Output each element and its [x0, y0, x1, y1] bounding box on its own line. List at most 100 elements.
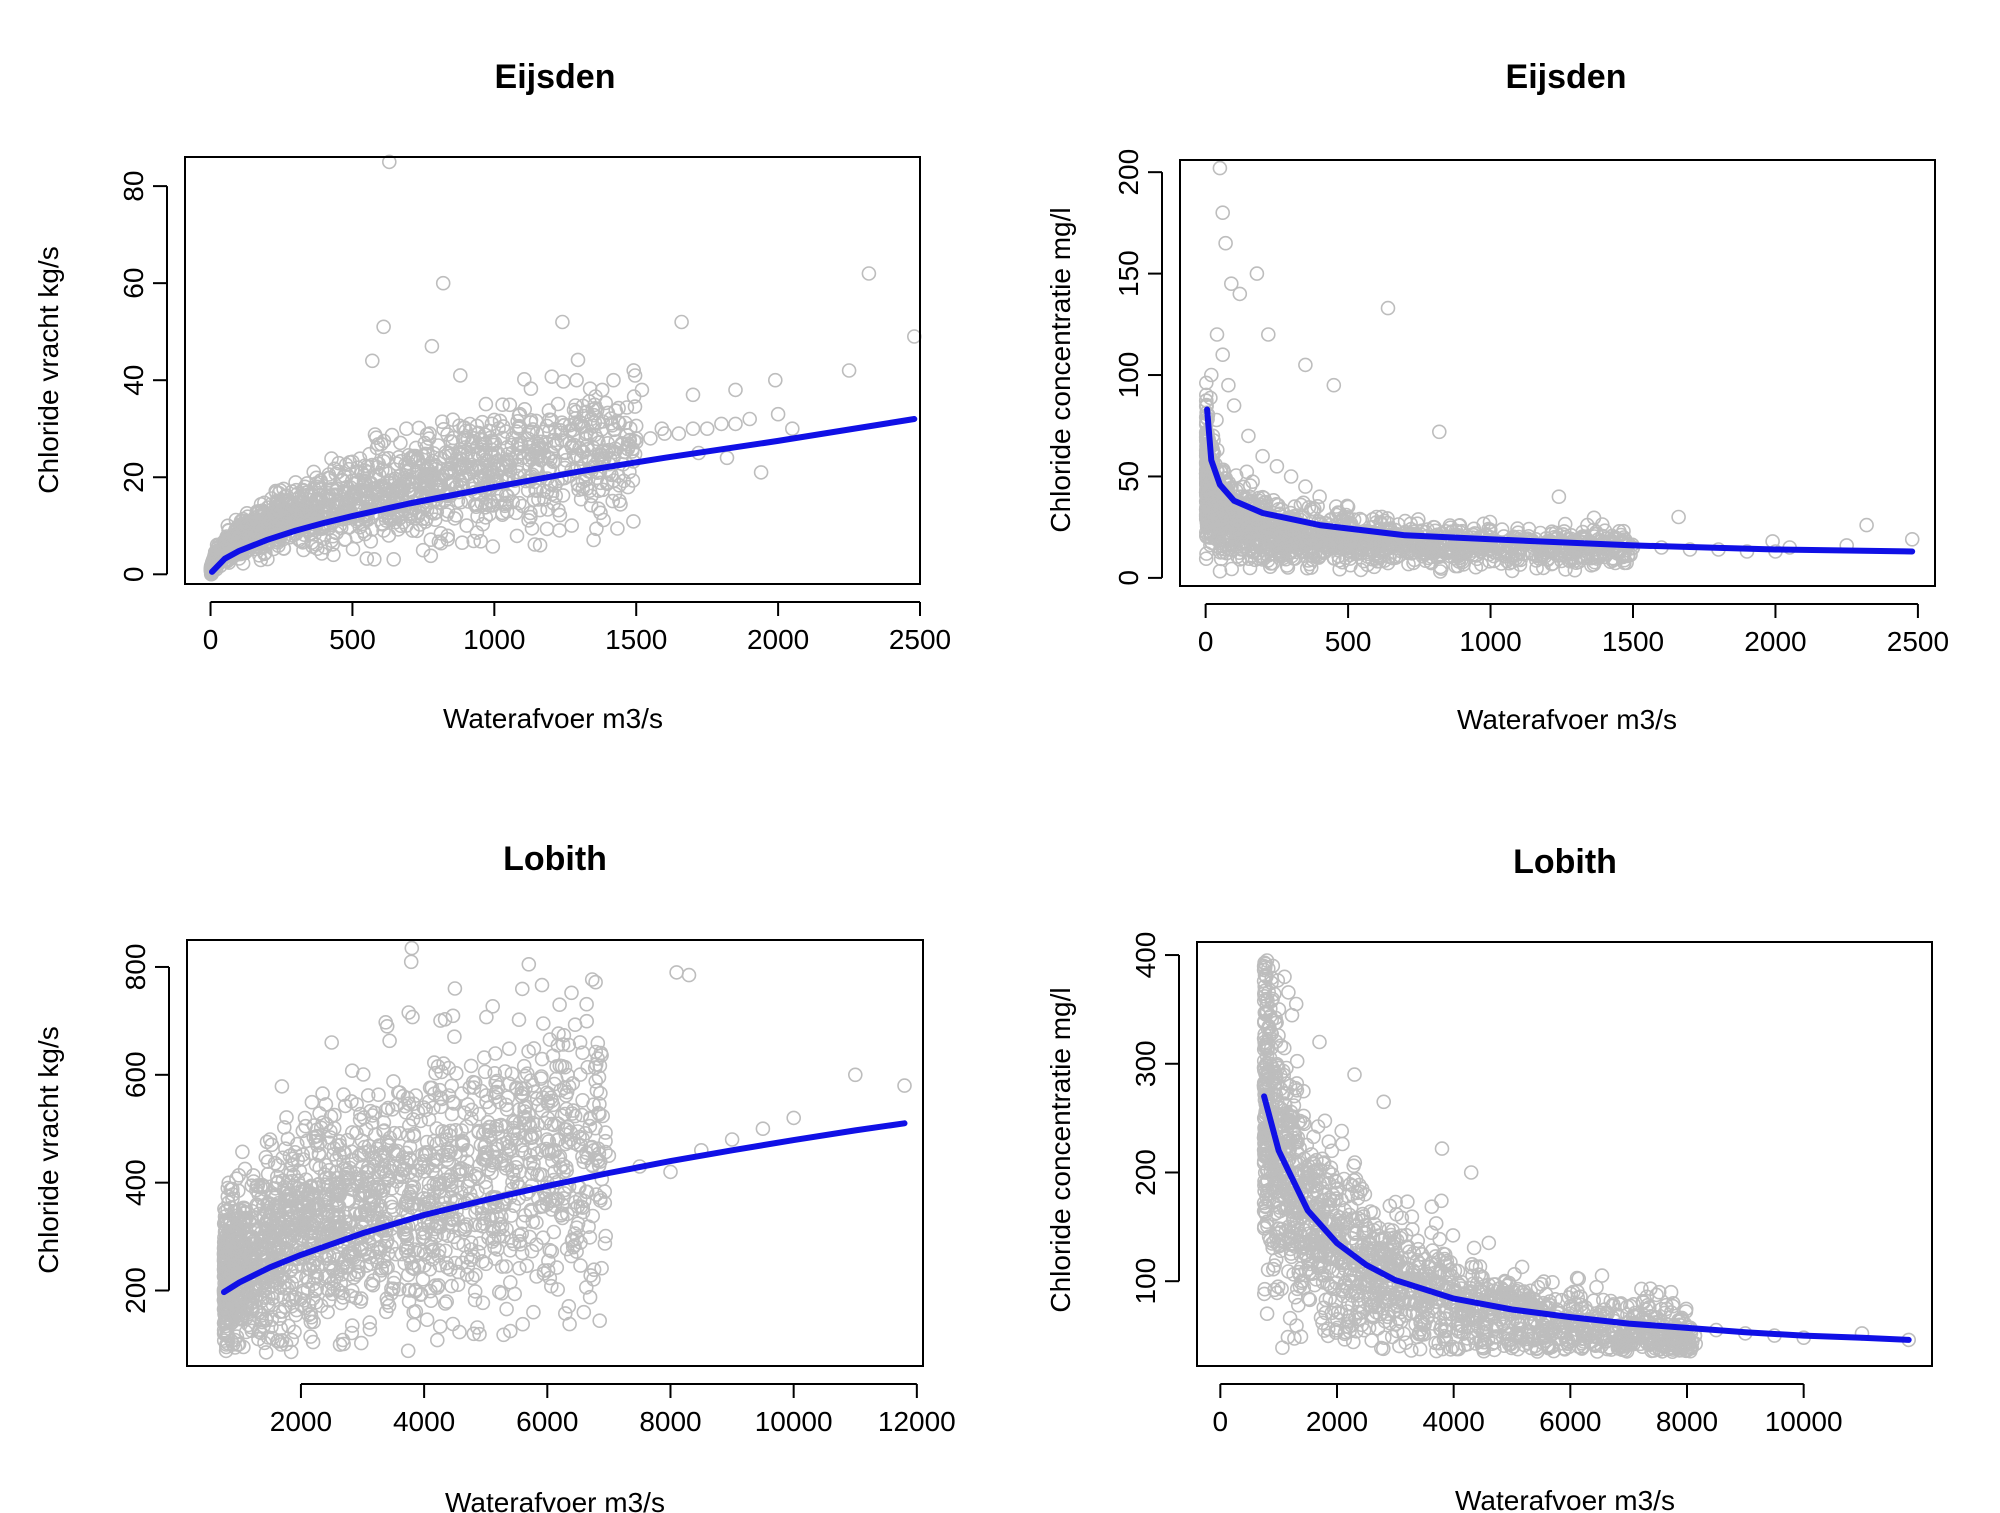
- scatter-point: [1303, 560, 1319, 575]
- scatter-point: [595, 443, 611, 458]
- scatter-point: [421, 431, 437, 446]
- scatter-point: [434, 414, 450, 430]
- scatter-point: [317, 539, 333, 555]
- scatter-point: [1349, 536, 1364, 552]
- scatter-point: [539, 521, 555, 537]
- scatter-point: [445, 1008, 461, 1024]
- scatter-point: [430, 438, 446, 453]
- scatter-point: [521, 513, 536, 528]
- scatter-point: [1251, 493, 1267, 509]
- scatter-point: [573, 451, 589, 467]
- scatter-point: [1198, 551, 1214, 567]
- scatter-point: [344, 488, 359, 504]
- scatter-point: [223, 531, 238, 547]
- scatter-point: [685, 387, 701, 403]
- scatter-point: [1423, 554, 1438, 570]
- scatter-point: [557, 445, 573, 461]
- scatter-point: [1373, 538, 1388, 553]
- scatter-point: [770, 406, 786, 422]
- scatter-point: [1437, 545, 1453, 561]
- scatter-point: [586, 440, 601, 456]
- scatter-point: [627, 368, 643, 383]
- scatter-point: [605, 493, 621, 509]
- scatter-point: [478, 445, 493, 461]
- scatter-point: [575, 481, 591, 497]
- scatter-point: [415, 542, 431, 558]
- scatter-point: [906, 329, 922, 344]
- scatter-point: [600, 435, 616, 451]
- scatter-point: [1328, 499, 1344, 514]
- scatter-point: [419, 502, 435, 518]
- scatter-point: [728, 416, 743, 432]
- scatter-point: [393, 435, 408, 451]
- x-tick-label: 2500: [1887, 626, 1949, 657]
- scatter-point: [304, 1094, 320, 1110]
- scatter-point: [452, 368, 468, 383]
- scatter-point: [1203, 390, 1218, 406]
- scatter-point: [1224, 561, 1239, 577]
- scatter-point: [1273, 526, 1288, 542]
- scatter-point: [357, 474, 372, 490]
- scatter-point: [389, 456, 405, 472]
- scatter-point: [498, 487, 514, 503]
- scatter-point: [552, 523, 567, 538]
- scatter-point: [526, 1304, 541, 1320]
- scatter-point: [353, 1335, 369, 1351]
- scatter-point: [469, 418, 485, 434]
- x-tick-label: 2500: [889, 624, 951, 655]
- scatter-point: [448, 1066, 464, 1081]
- scatter-point: [534, 1051, 550, 1067]
- scatter-point: [279, 497, 294, 513]
- scatter-point: [376, 523, 391, 538]
- scatter-point: [1265, 555, 1281, 571]
- scatter-point: [1287, 551, 1303, 566]
- scatter-point: [611, 400, 626, 416]
- scatter-point: [447, 1029, 462, 1044]
- scatter-point: [486, 449, 502, 465]
- scatter-point: [473, 533, 489, 549]
- x-tick-label: 1500: [1602, 626, 1664, 657]
- scatter-point: [349, 528, 365, 544]
- scatter-point: [1247, 552, 1263, 568]
- scatter-point: [467, 497, 483, 513]
- scatter-point: [411, 420, 427, 436]
- scatter-point: [1452, 517, 1468, 533]
- scatter-point: [432, 1319, 448, 1334]
- y-axis-label: Chloride concentratie mg/l: [1045, 207, 1076, 532]
- scatter-point: [1448, 558, 1463, 574]
- scatter-point: [352, 451, 368, 467]
- y-tick-label: 80: [118, 171, 149, 202]
- scatter-point: [657, 426, 672, 441]
- scatter-point: [1207, 495, 1223, 511]
- scatter-point: [363, 533, 379, 549]
- scatter-point: [586, 1272, 601, 1287]
- scatter-point: [534, 977, 550, 993]
- scatter-point: [485, 539, 501, 554]
- scatter-point: [364, 353, 380, 369]
- scatter-point: [495, 397, 510, 413]
- scatter-point: [1212, 160, 1228, 176]
- y-tick-label: 60: [118, 268, 149, 299]
- scatter-points: [203, 154, 922, 582]
- scatter-point: [861, 266, 877, 281]
- scatter-point: [608, 403, 624, 419]
- scatter-point: [366, 551, 382, 567]
- scatter-point: [476, 1050, 492, 1065]
- scatter-point: [628, 431, 644, 446]
- y-tick-label: 50: [1113, 461, 1144, 492]
- scatter-point: [1369, 509, 1384, 525]
- scatter-point: [714, 416, 729, 432]
- scatter-point: [627, 399, 643, 414]
- scatter-point: [458, 460, 474, 475]
- scatter-point: [1316, 536, 1331, 552]
- scatter-point: [1304, 501, 1319, 517]
- scatter-point: [504, 1233, 520, 1249]
- scatter-point: [526, 492, 542, 508]
- scatter-point: [1395, 538, 1411, 554]
- scatter-point: [1314, 531, 1329, 546]
- scatter-point: [1386, 550, 1401, 566]
- scatter-point: [583, 497, 599, 513]
- scatter-point: [359, 484, 374, 500]
- scatter-point: [1331, 532, 1347, 548]
